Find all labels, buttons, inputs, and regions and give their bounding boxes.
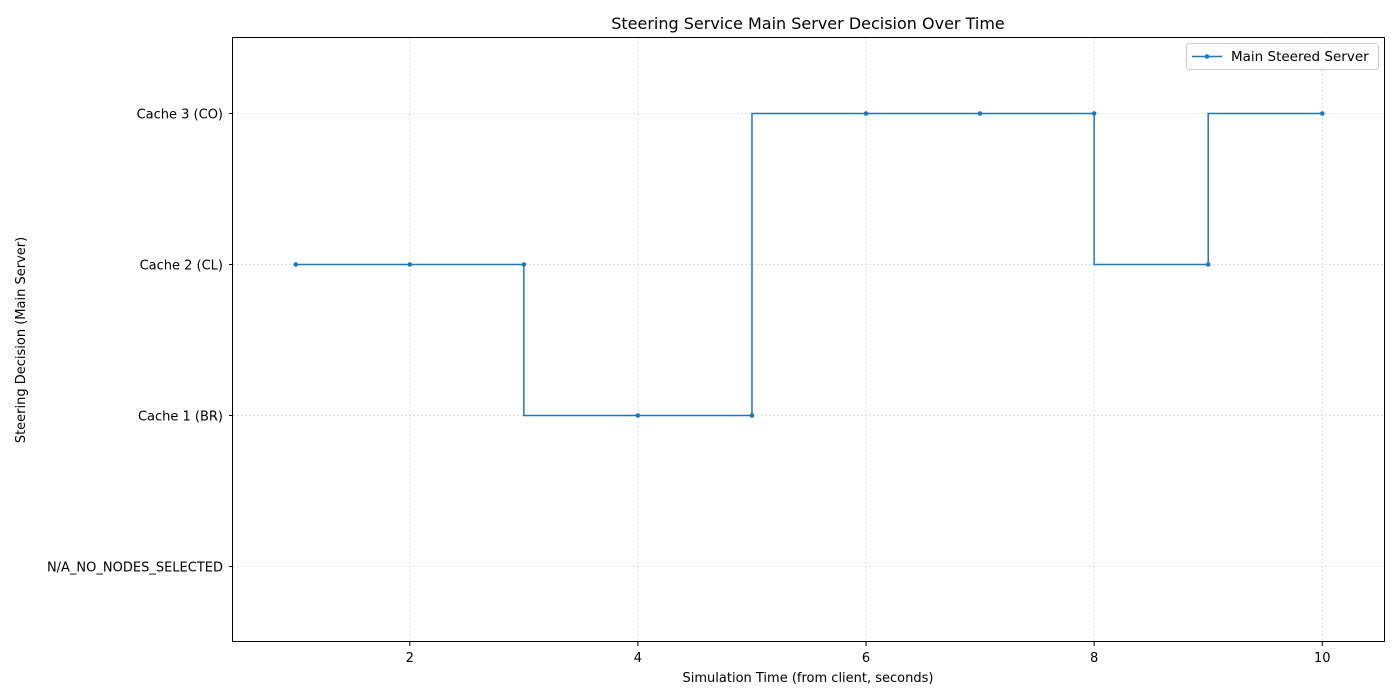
x-axis: 2 4 6 8 10 [406,642,1331,666]
legend-marker-swatch [1204,54,1210,59]
data-point [1091,111,1097,116]
data-point [977,111,983,116]
x-tick-label: 10 [1314,651,1331,666]
grid-layer [233,38,1385,642]
plot-frame [232,37,1385,642]
legend: Main Steered Server [1186,43,1379,70]
data-point [1205,262,1211,267]
y-axis: N/A_NO_NODES_SELECTED Cache 1 (BR) Cache 2… [47,108,233,576]
series-layer [293,111,1325,418]
y-tick-label: Cache 1 (BR) [138,410,223,425]
x-tick-label: 6 [862,651,870,666]
y-axis-label: Steering Decision (Main Server) [14,237,29,443]
series-line [295,112,1323,417]
y-tick-label: Cache 3 (CO) [137,108,223,123]
data-point [1319,111,1325,116]
legend-box [1186,43,1379,70]
legend-label: Main Steered Server [1231,49,1369,65]
data-point [635,413,641,418]
data-point [293,262,299,267]
data-point [863,111,869,116]
chart-title: Steering Service Main Server Decision Ov… [611,14,1005,33]
data-point [407,262,413,267]
x-tick-label: 2 [406,651,414,666]
data-point [749,413,755,418]
x-tick-label: 4 [634,651,642,666]
x-axis-label: Simulation Time (from client, seconds) [683,671,934,686]
y-tick-label: N/A_NO_NODES_SELECTED [47,561,223,576]
y-tick-label: Cache 2 (CL) [140,259,223,274]
data-point [521,262,527,267]
x-tick-label: 8 [1090,651,1098,666]
